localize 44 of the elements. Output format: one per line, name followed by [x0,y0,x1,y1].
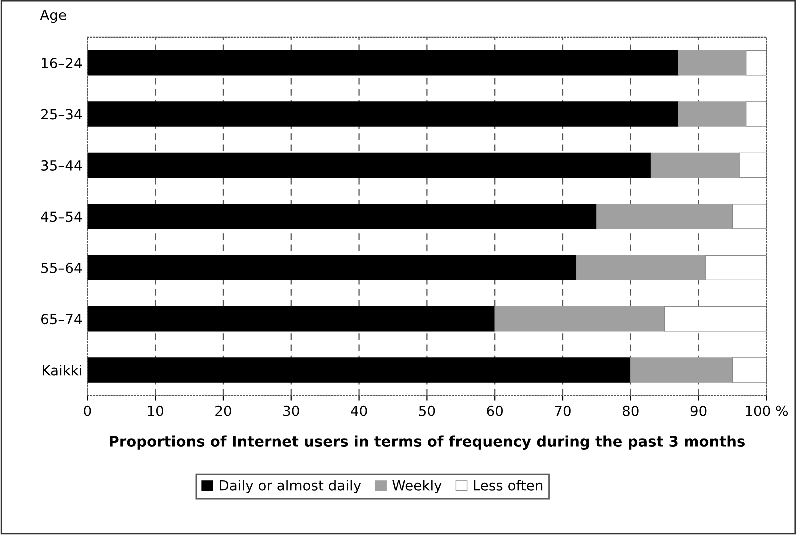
bar [678,50,747,76]
bar [88,102,679,127]
bar [650,152,740,178]
x-tick-label: 100 % [746,406,788,416]
y-tick-label: 25–34 [42,109,82,120]
x-tick-label: 20 [216,406,232,416]
bar [705,255,767,281]
bar [739,152,767,178]
x-tick-label: 90 [690,406,707,416]
legend-label: Weekly [392,480,442,494]
bar [746,50,767,76]
x-tick-label: 70 [555,406,571,416]
bar [88,358,632,383]
x-tick-label: 50 [419,406,436,416]
x-tick-label: 0 [84,406,92,416]
bar [88,152,652,178]
bar [88,204,598,230]
bar [88,306,496,332]
x-tick-label: 40 [351,406,368,416]
bar [746,102,767,127]
x-axis-title: Proportions of Internet users in terms of frequency during the past 3 months [110,436,745,450]
y-tick-label: 16–24 [42,58,82,69]
x-tick-label: 10 [148,406,164,416]
bar [494,306,666,332]
x-tick-label: 60 [487,406,504,416]
y-axis-title: Age [40,10,66,24]
y-tick-label: 45–54 [41,212,82,222]
x-tick-label: 30 [284,406,300,416]
bar [664,306,767,332]
bar [630,358,734,383]
y-tick-label: 65–74 [41,314,82,325]
bar [678,102,747,127]
x-tick-label: 80 [623,406,639,416]
y-tick-label: 55–64 [42,262,82,274]
y-tick-label: Kaikki [42,365,82,376]
bar [732,204,767,230]
legend-label: Daily or almost daily [220,480,362,494]
legend-label: Less often [474,480,543,491]
bar [596,204,734,230]
bar [732,358,767,383]
bar [576,255,706,281]
y-tick-label: 35–44 [42,160,82,171]
bar [88,255,577,281]
bar [88,50,679,76]
